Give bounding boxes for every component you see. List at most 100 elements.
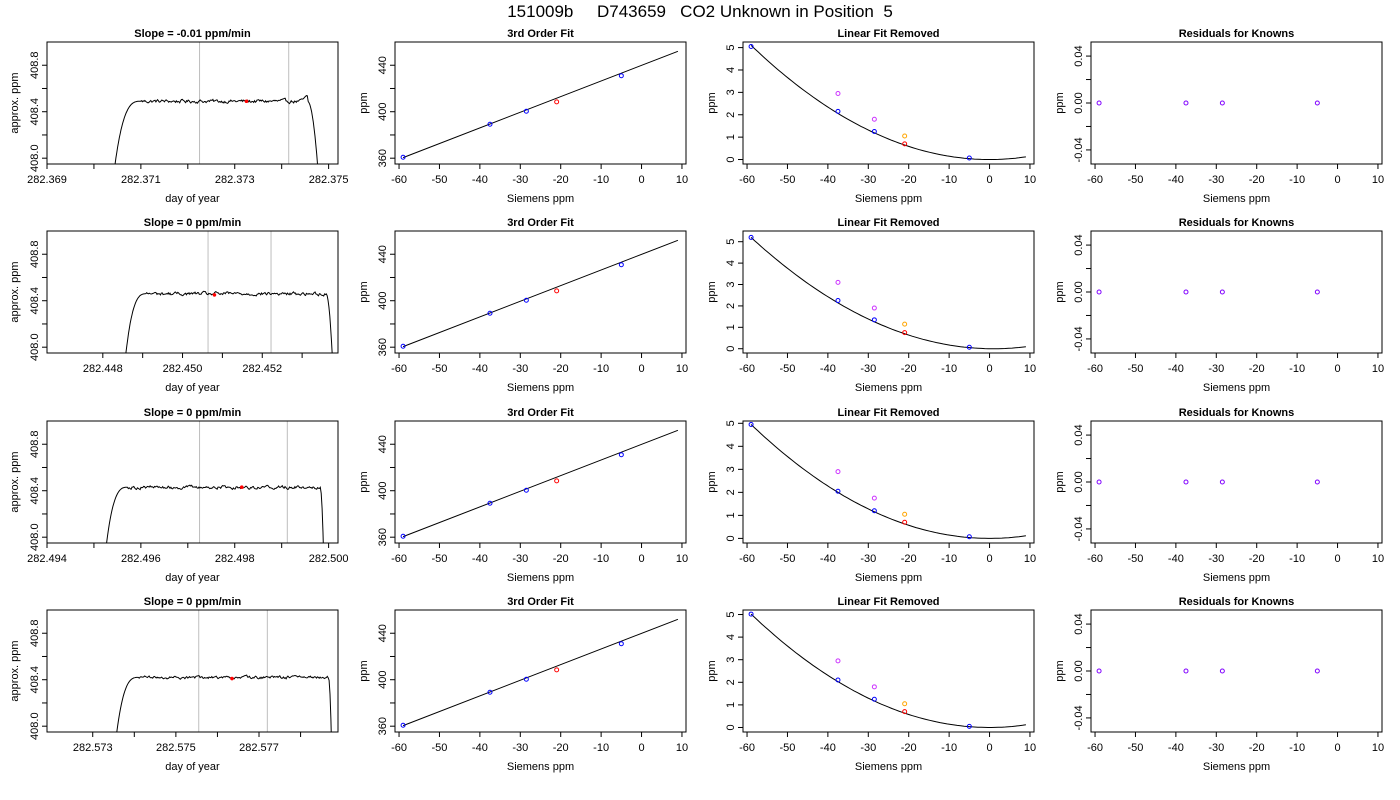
x-axis: 282.448 282.450 282.452: [83, 353, 303, 375]
x-axis: -60 -50 -40 -30 -20 -10 0 10: [1087, 732, 1384, 754]
plot-frame: [1090, 420, 1383, 544]
fit-curve: [750, 613, 1026, 728]
known-point: [487, 500, 493, 506]
y-tick-label: 1: [725, 324, 737, 330]
plot-frame: [46, 230, 339, 354]
plot-frame: [394, 420, 687, 544]
x-tick-label: -60: [739, 363, 755, 375]
trace-line: [114, 95, 318, 164]
y-tick-label: 408.8: [29, 51, 41, 79]
plot-frame: [742, 420, 1035, 544]
panel-residuals-row-1: Residuals for Knowns Siemens ppm ppm -60 -50…: [1054, 28, 1384, 205]
known-point: [618, 73, 624, 79]
x-tick-label: 0: [986, 363, 992, 375]
y-tick-label: 2: [725, 679, 737, 685]
x-tick-label: 10: [1372, 742, 1384, 754]
y-axis: 360 400 440: [377, 245, 395, 356]
x-axis: 282.494 282.496 282.498 282.500: [27, 543, 348, 565]
x-tick-label: 0: [638, 174, 644, 186]
plot-frame: [1090, 230, 1383, 354]
y-tick-label: 0: [725, 156, 737, 162]
residual-point: [1314, 289, 1320, 295]
x-tick-label: 0: [986, 553, 992, 565]
y-tick-label: 400: [377, 292, 389, 310]
plot-area: [114, 42, 318, 164]
plot-area: [748, 234, 1026, 350]
y-axis-label: ppm: [706, 281, 718, 302]
residual-point: [1219, 668, 1225, 674]
x-tick-label: 10: [1024, 553, 1036, 565]
figure-title: 151009b D743659 CO2 Unknown in Position …: [507, 2, 893, 21]
x-tick-label: -50: [780, 174, 796, 186]
residual-point: [1096, 289, 1102, 295]
y-tick-label: 408.8: [29, 619, 41, 647]
raw-point: [835, 279, 841, 285]
x-tick-label: -60: [739, 553, 755, 565]
x-axis-label: Siemens ppm: [855, 193, 922, 205]
x-tick-label: -10: [941, 553, 957, 565]
y-tick-label: 2: [725, 112, 737, 118]
y-axis: -0.04 0.00 0.04: [1073, 613, 1091, 730]
y-tick-label: 400: [377, 103, 389, 121]
x-tick-label: -30: [512, 553, 528, 565]
x-tick-label: 0: [1334, 174, 1340, 186]
x-tick-label: -10: [1289, 553, 1305, 565]
x-tick-label: -20: [901, 363, 917, 375]
x-axis: -60 -50 -40 -30 -20 -10 0 10: [1087, 543, 1384, 565]
known-point: [618, 452, 624, 458]
fit-line: [402, 618, 679, 727]
x-tick-label: 0: [638, 742, 644, 754]
x-tick-label: 0: [638, 363, 644, 375]
x-tick-label: -20: [901, 553, 917, 565]
fit-curve: [750, 237, 1026, 350]
x-tick-label: -10: [593, 742, 609, 754]
y-tick-label: 408.0: [29, 333, 41, 361]
residual-point: [1183, 100, 1189, 106]
trace-line: [106, 484, 324, 543]
unknown-point: [239, 485, 244, 490]
panel-title: Linear Fit Removed: [837, 407, 939, 419]
x-tick-label: -10: [593, 363, 609, 375]
known-point: [966, 344, 972, 350]
unknown-point: [554, 478, 560, 484]
x-tick-label: -30: [1208, 742, 1224, 754]
x-tick-label: 10: [676, 174, 688, 186]
x-tick-label: 282.371: [121, 174, 161, 186]
y-axis-label: ppm: [706, 660, 718, 681]
panel-linear-removed-row-2: Linear Fit Removed Siemens ppm ppm -60 -50 -4…: [706, 217, 1036, 394]
y-axis-label: approx. ppm: [9, 451, 21, 512]
y-tick-label: 440: [377, 56, 389, 74]
residual-point: [1314, 668, 1320, 674]
unknown-point: [212, 293, 217, 297]
y-axis: 0 1 2 3 4 5: [725, 45, 743, 163]
y-tick-label: 360: [377, 717, 389, 735]
plot-area: [400, 429, 679, 539]
panel-title: Slope = 0 ppm/min: [144, 217, 242, 229]
known-point: [748, 234, 754, 240]
plot-area: [1096, 668, 1320, 674]
x-tick-label: -10: [593, 174, 609, 186]
x-tick-label: -20: [1249, 742, 1265, 754]
y-tick-label: 408.0: [29, 712, 41, 740]
plot-frame: [742, 230, 1035, 354]
panel-title: 3rd Order Fit: [507, 28, 574, 40]
y-axis-label: approx. ppm: [9, 72, 21, 133]
raw-point: [835, 90, 841, 96]
x-tick-label: -10: [941, 174, 957, 186]
y-tick-label: -0.04: [1073, 705, 1085, 730]
panel-title: 3rd Order Fit: [507, 407, 574, 419]
x-tick-label: -40: [472, 553, 488, 565]
x-axis-label: Siemens ppm: [1203, 572, 1270, 584]
plot-area: [1096, 100, 1320, 106]
x-tick-label: -10: [1289, 742, 1305, 754]
x-axis-label: Siemens ppm: [1203, 382, 1270, 394]
known-point: [871, 508, 877, 514]
x-axis: -60 -50 -40 -30 -20 -10 0 10: [391, 164, 688, 186]
plot-area: [106, 421, 324, 543]
y-tick-label: 4: [725, 67, 737, 73]
y-tick-label: 0: [725, 346, 737, 352]
x-tick-label: -30: [860, 174, 876, 186]
